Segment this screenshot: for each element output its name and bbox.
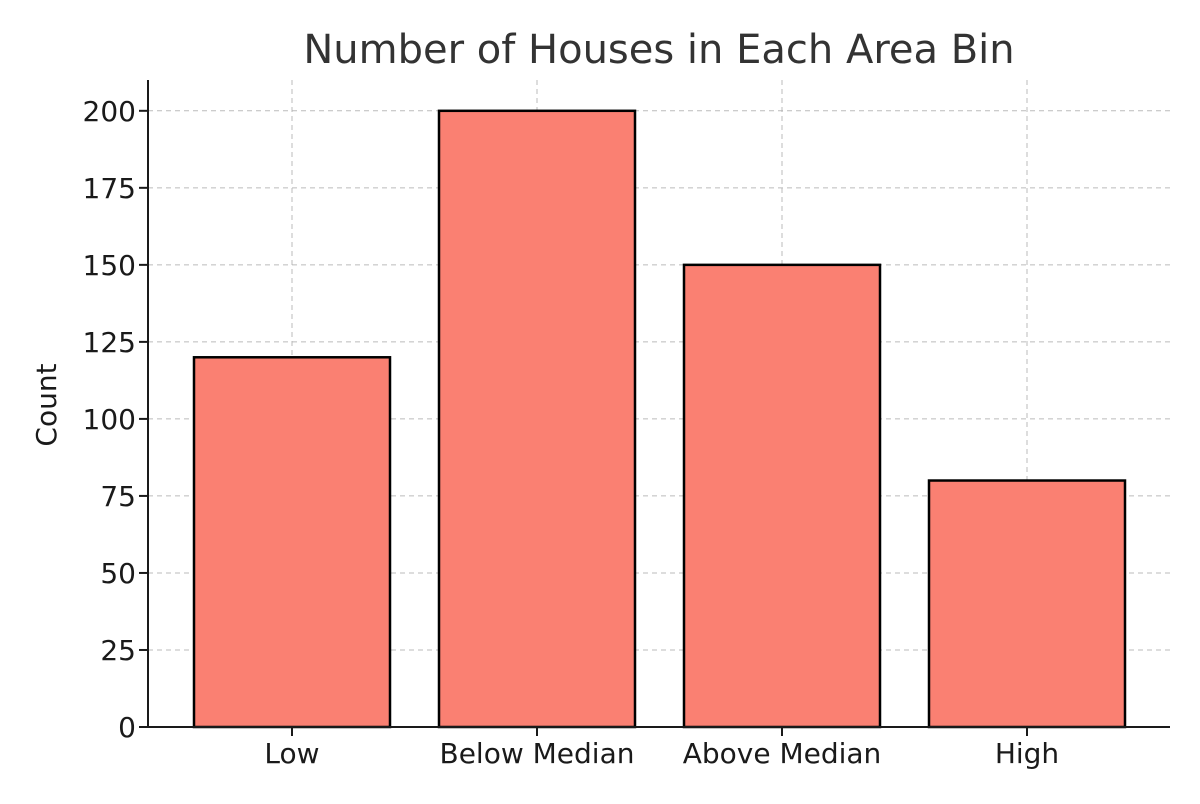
bar-above-median	[682, 263, 882, 729]
x-tick-label: Low	[264, 737, 319, 770]
y-tick-label: 50	[100, 557, 136, 590]
bar-below-median	[437, 109, 637, 729]
y-tick-label: 125	[83, 326, 136, 359]
chart-title: Number of Houses in Each Area Bin	[303, 27, 1014, 73]
y-tick-label: 25	[100, 634, 136, 667]
y-tick-label: 0	[118, 711, 136, 744]
bar-low	[192, 356, 392, 729]
bars	[192, 109, 1127, 729]
axes	[139, 80, 1170, 736]
y-tick-label: 75	[100, 480, 136, 513]
y-tick-label: 175	[83, 172, 136, 205]
y-axis-label: Count	[30, 363, 63, 446]
bar-high	[927, 479, 1127, 729]
x-tick-label: Below Median	[440, 737, 635, 770]
tick-labels: 0 25 50 75 100 125 150 175 200 Low Below Median Abo…	[83, 95, 1060, 770]
y-tick-label: 200	[83, 95, 136, 128]
x-tick-label: Above Median	[683, 737, 882, 770]
y-tick-label: 100	[83, 403, 136, 436]
x-tick-label: High	[995, 737, 1059, 770]
y-tick-label: 150	[83, 249, 136, 282]
